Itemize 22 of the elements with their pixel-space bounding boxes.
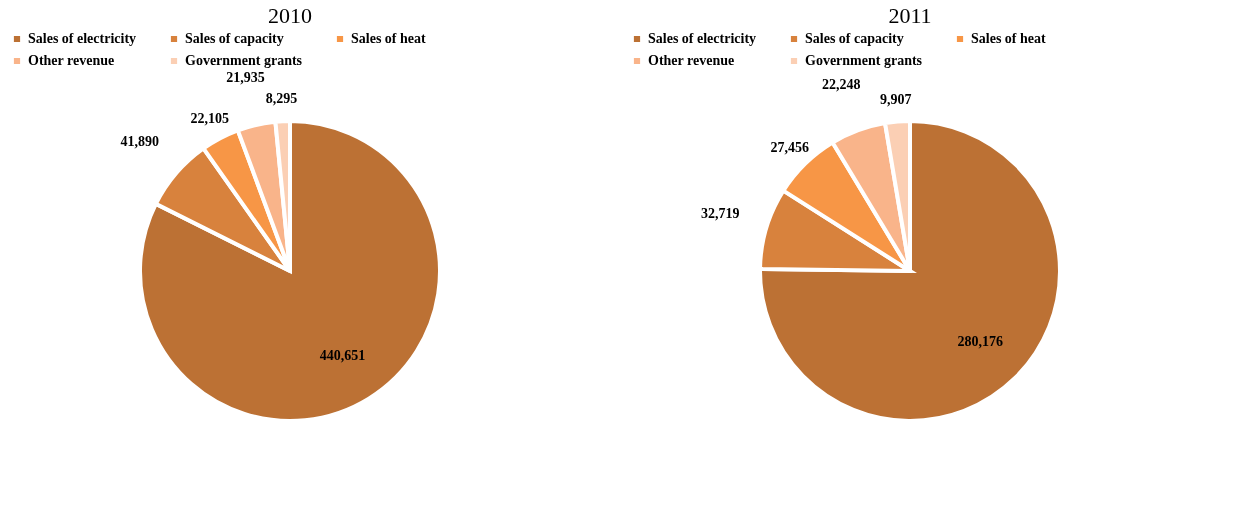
data-label: 32,719 — [700, 206, 740, 222]
chart-title: 2011 — [888, 3, 932, 28]
legend-label: Sales of heat — [351, 31, 426, 46]
data-label: 22,248 — [821, 77, 861, 93]
chart-title: 2010 — [268, 3, 312, 28]
data-label: 440,651 — [319, 348, 366, 364]
data-label: 8,295 — [265, 91, 298, 107]
legend-label: Government grants — [185, 53, 303, 68]
legend-label: Sales of heat — [971, 31, 1046, 46]
legend-label: Government grants — [805, 53, 923, 68]
data-label: 22,105 — [190, 110, 230, 126]
legend-label: Sales of capacity — [805, 31, 904, 46]
data-label: 27,456 — [770, 139, 810, 155]
legend-label: Other revenue — [648, 53, 735, 68]
data-label: 41,890 — [120, 133, 160, 149]
data-label: 21,935 — [226, 70, 265, 86]
legend-label: Other revenue — [28, 53, 115, 68]
legend-label: Sales of capacity — [185, 31, 284, 46]
legend-label: Sales of electricity — [648, 31, 757, 46]
legend-label: Sales of electricity — [28, 31, 137, 46]
data-label: 9,907 — [879, 91, 912, 107]
data-label: 280,176 — [957, 334, 1003, 350]
